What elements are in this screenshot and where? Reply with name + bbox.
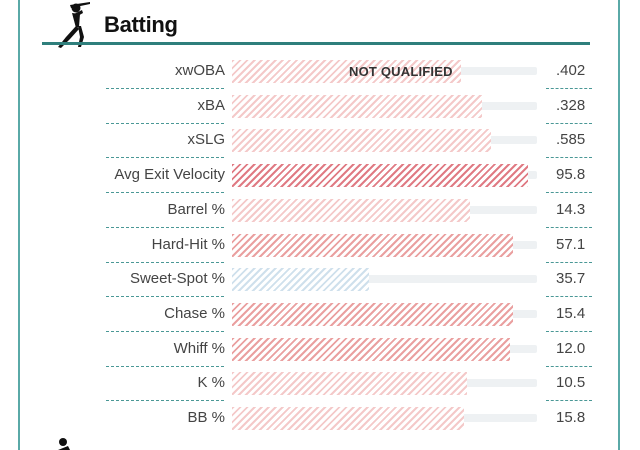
row-divider-left (106, 330, 224, 332)
metric-value: 57.1 (556, 235, 586, 253)
panel-border-left (18, 0, 20, 450)
section-title: Batting (104, 12, 178, 37)
section-header: Batting (42, 0, 590, 48)
panel-border-right (618, 0, 620, 450)
metric-row: xSLG .585 (0, 125, 640, 159)
metric-value: 14.3 (556, 200, 586, 218)
metric-bar (232, 337, 510, 361)
row-divider-right (546, 122, 592, 124)
row-divider-right (546, 400, 592, 402)
metric-value: 15.8 (556, 409, 586, 426)
metric-row: Chase % 15.4 (0, 299, 640, 333)
row-divider-right (546, 296, 592, 298)
metric-bar (232, 60, 461, 83)
header-rule (42, 42, 590, 45)
metric-row: BB % 15.8 (0, 403, 640, 437)
metric-row: Barrel % 14.3 (0, 195, 640, 229)
metric-bar (232, 94, 482, 118)
metric-value: .328 (556, 96, 586, 114)
row-divider-left (106, 365, 224, 367)
row-divider-left (106, 400, 224, 402)
metric-label: Chase % (164, 304, 225, 322)
row-divider-left (106, 88, 224, 89)
metric-bar (232, 164, 528, 188)
not-qualified-label: NOT QUALIFIED (349, 64, 453, 79)
metric-row: Avg Exit Velocity 95.8 (0, 160, 640, 194)
metric-value: .585 (556, 131, 586, 149)
metric-bar (232, 198, 470, 222)
metric-bar (232, 372, 467, 396)
metric-label: xBA (197, 96, 225, 114)
row-divider-right (546, 261, 592, 263)
metric-label: Hard-Hit % (151, 235, 225, 253)
row-divider-left (106, 192, 224, 194)
metric-row: xwOBA NOT QUALIFIED .402 (0, 56, 640, 90)
row-divider-right (546, 88, 592, 89)
metric-label: Avg Exit Velocity (114, 166, 225, 184)
metric-label: BB % (187, 409, 225, 426)
row-divider-right (546, 226, 592, 228)
metric-value: 35.7 (556, 270, 586, 288)
metric-label: K % (197, 374, 225, 392)
metric-label: Sweet-Spot % (129, 270, 225, 288)
metric-bar (232, 268, 369, 292)
row-divider-left (106, 261, 224, 263)
row-divider-right (546, 330, 592, 332)
metric-value: 95.8 (556, 166, 586, 184)
batter-icon-next-section (58, 438, 70, 450)
metric-row: Hard-Hit % 57.1 (0, 230, 640, 264)
metric-bar (232, 302, 513, 326)
row-divider-right (546, 157, 592, 159)
row-divider-left (106, 122, 224, 124)
metric-label: Whiff % (173, 339, 225, 357)
metric-value: .402 (556, 62, 586, 79)
row-divider-left (106, 296, 224, 298)
metric-row: Sweet-Spot % 35.7 (0, 264, 640, 298)
metric-value: 10.5 (556, 374, 586, 392)
metric-bar (232, 407, 464, 430)
metric-row: xBA .328 (0, 91, 640, 125)
metric-label: xSLG (187, 131, 225, 149)
metric-row: Whiff % 12.0 (0, 334, 640, 368)
metric-label: xwOBA (174, 62, 225, 79)
metric-bar (232, 233, 513, 257)
metric-value: 12.0 (556, 339, 586, 357)
metric-label: Barrel % (167, 200, 225, 218)
row-divider-left (106, 157, 224, 159)
row-divider-right (546, 192, 592, 194)
row-divider-left (106, 226, 224, 228)
metric-track (232, 275, 537, 284)
metric-bar (232, 129, 491, 153)
row-divider-right (546, 365, 592, 367)
metric-value: 15.4 (556, 304, 586, 322)
metric-row: K % 10.5 (0, 368, 640, 402)
